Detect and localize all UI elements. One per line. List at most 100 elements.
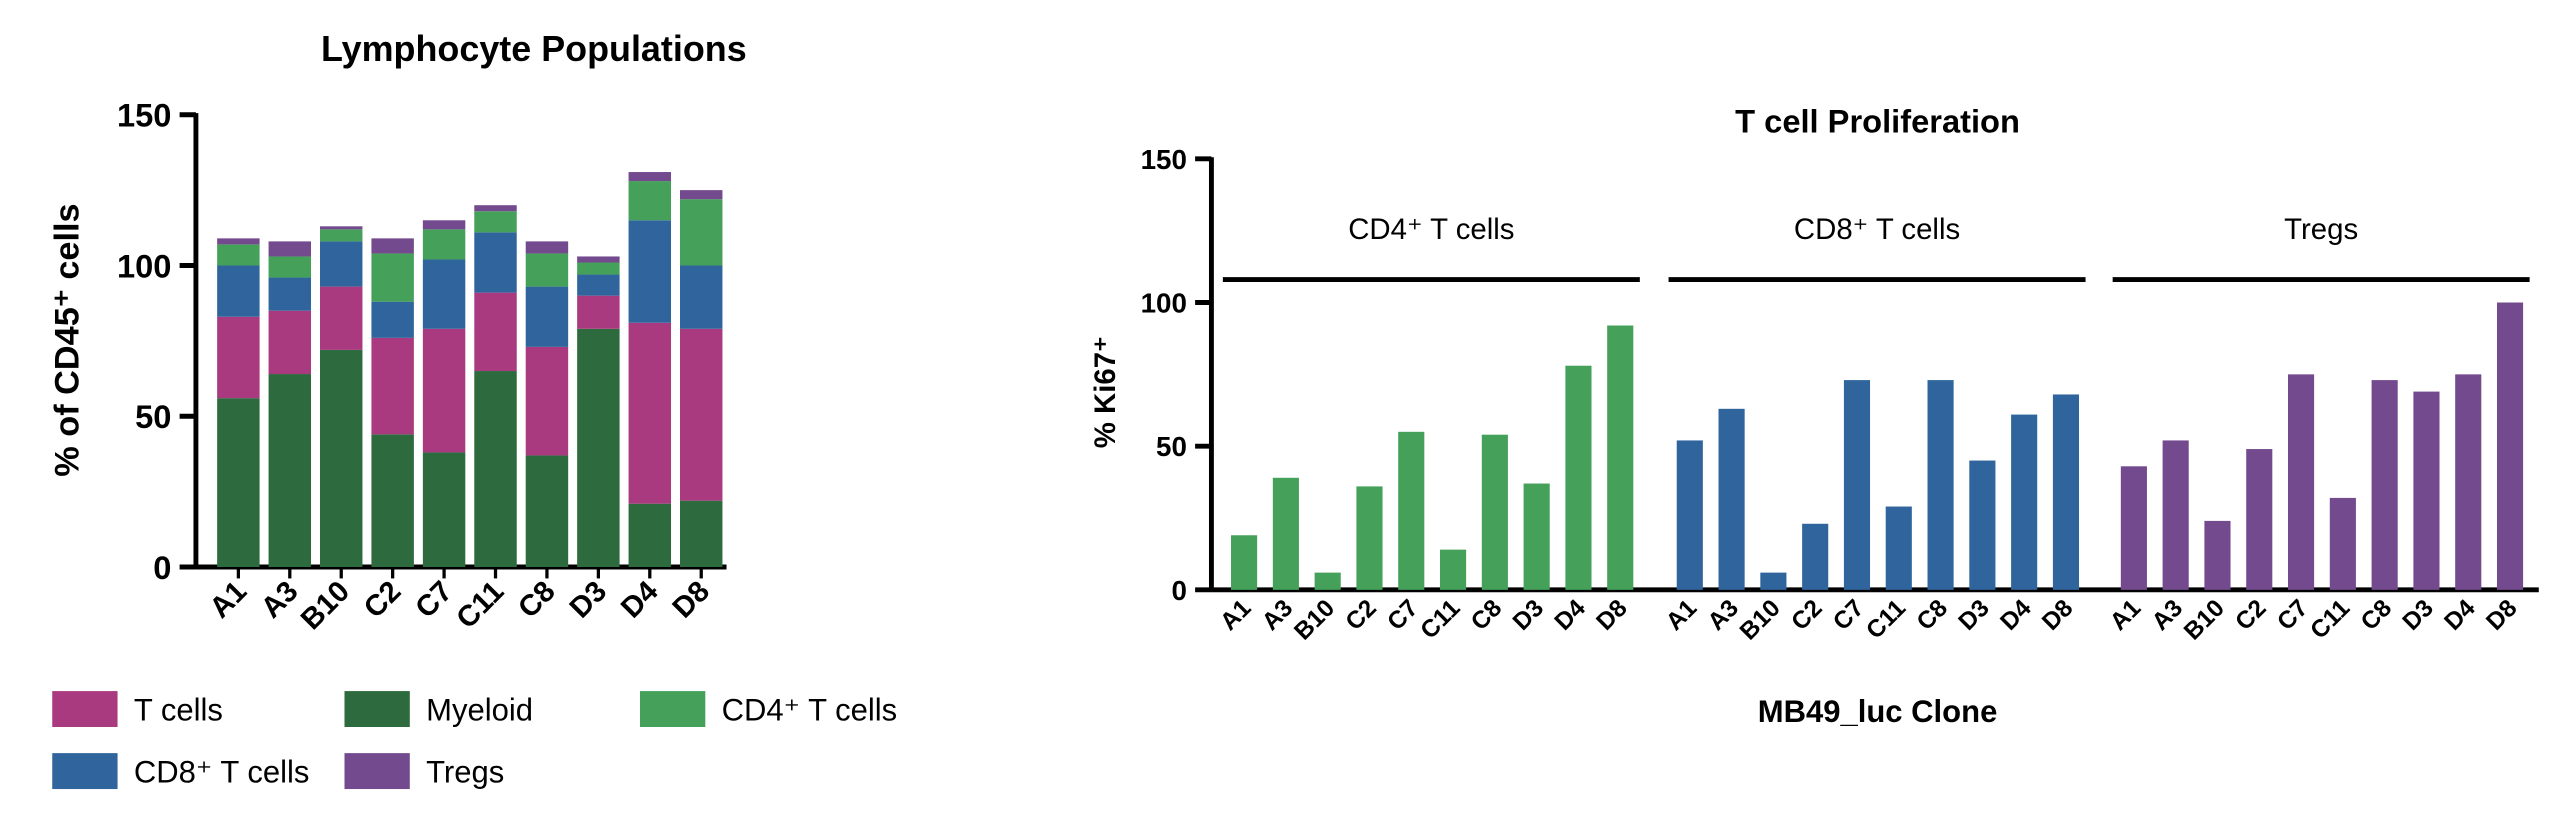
- legend-swatch-cd4-t-cells: [640, 691, 706, 727]
- bar-d8-tregs: [680, 190, 723, 200]
- left-y-tick-label: 0: [153, 549, 171, 586]
- bar-d4-t-cells: [628, 322, 672, 504]
- group-label: Tregs: [2284, 213, 2358, 246]
- bar-d8-cd8-t-cells: [680, 265, 723, 329]
- bar-d3-cd8-t-cells: [577, 274, 620, 296]
- bar-c2-t-cells: [371, 337, 414, 435]
- bar-c8-t-cells: [525, 346, 569, 456]
- right-x-tick-label: C8: [1466, 595, 1507, 636]
- right-x-tick-label: A1: [2105, 595, 2146, 636]
- right-x-tick-label: D3: [1954, 595, 1995, 636]
- right-x-tick-label: C2: [2230, 595, 2271, 636]
- left-x-tick-label: C7: [409, 575, 459, 625]
- legend-label-myeloid: Myeloid: [426, 692, 533, 727]
- legend-swatch-t-cells: [52, 691, 118, 727]
- bar-tregs-d4: [2455, 374, 2482, 590]
- bar-cd8-t-cells-c7: [1843, 380, 1871, 590]
- left-x-tick-label: A1: [203, 575, 253, 625]
- bar-c8-myeloid: [525, 455, 569, 567]
- right-x-tick-label: D8: [2037, 595, 2078, 636]
- bar-cd4-t-cells-d3: [1523, 483, 1550, 590]
- bar-a1-tregs: [217, 238, 260, 245]
- left-x-tick-label: D4: [615, 574, 665, 624]
- legend-label-tregs: Tregs: [426, 755, 504, 790]
- bar-c11-tregs: [474, 205, 517, 212]
- legend-label-t-cells: T cells: [134, 692, 223, 727]
- bar-tregs-c8: [2371, 380, 2398, 590]
- left-x-tick-label: D8: [666, 575, 716, 625]
- bar-tregs-d8: [2496, 302, 2524, 590]
- bar-d8-myeloid: [680, 500, 723, 567]
- left-y-axis-label: % of CD45⁺ cells: [48, 203, 86, 476]
- right-x-tick-label: C7: [1828, 595, 1869, 636]
- bar-c2-myeloid: [371, 434, 414, 567]
- bar-c7-cd4-t-cells: [422, 229, 466, 260]
- bar-b10-myeloid: [320, 349, 363, 567]
- left-x-tick-label: A3: [255, 575, 305, 625]
- bar-cd4-t-cells-c11: [1440, 549, 1467, 590]
- left-y-tick-label: 50: [135, 398, 171, 435]
- bar-c11-t-cells: [474, 292, 517, 372]
- bar-b10-cd4-t-cells: [320, 229, 363, 242]
- t-cell-proliferation-chart: T cell Proliferation % Ki67⁺ MB49_luc Cl…: [1089, 103, 2539, 729]
- bar-a1-myeloid: [217, 398, 260, 567]
- bar-c2-cd8-t-cells: [371, 301, 414, 338]
- right-x-tick-label: D3: [1508, 595, 1549, 636]
- bar-cd4-t-cells-a3: [1272, 477, 1299, 590]
- lymphocyte-populations-chart: Lymphocyte Populations % of CD45⁺ cells …: [48, 28, 746, 636]
- bar-tregs-a3: [2162, 440, 2189, 590]
- bar-a1-cd8-t-cells: [217, 265, 260, 317]
- left-x-tick-label: C8: [512, 575, 562, 625]
- bar-b10-cd8-t-cells: [320, 241, 363, 287]
- bar-c7-cd8-t-cells: [422, 259, 466, 329]
- bar-cd4-t-cells-c2: [1356, 486, 1383, 590]
- bar-cd4-t-cells-d4: [1565, 365, 1592, 590]
- left-chart-title: Lymphocyte Populations: [321, 28, 747, 69]
- bar-c2-cd4-t-cells: [371, 253, 414, 302]
- right-x-tick-label: D4: [1995, 594, 2036, 635]
- right-x-tick-label: C11: [2305, 595, 2355, 645]
- bar-d4-cd4-t-cells: [628, 181, 672, 221]
- bar-a3-myeloid: [268, 374, 312, 567]
- bar-tregs-a1: [2120, 466, 2147, 590]
- bar-d8-t-cells: [680, 328, 723, 501]
- bar-b10-t-cells: [320, 286, 363, 350]
- bar-cd8-t-cells-c11: [1885, 506, 1912, 590]
- bar-a3-t-cells: [268, 310, 312, 375]
- bar-c7-t-cells: [422, 328, 466, 453]
- right-x-tick-label: D8: [1591, 595, 1632, 636]
- bar-cd4-t-cells-d8: [1607, 325, 1634, 590]
- left-x-tick-label: B10: [295, 575, 356, 636]
- right-x-tick-label: B10: [1289, 595, 1340, 646]
- right-y-axis-label: % Ki67⁺: [1089, 336, 1122, 448]
- right-x-tick-label: A1: [1661, 595, 1702, 636]
- bar-cd8-t-cells-b10: [1760, 572, 1787, 590]
- bar-tregs-c2: [2246, 449, 2273, 590]
- right-chart-title: T cell Proliferation: [1735, 103, 2020, 140]
- bar-cd8-t-cells-d8: [2052, 394, 2080, 590]
- bar-c8-cd4-t-cells: [525, 253, 569, 287]
- bar-c7-tregs: [422, 220, 466, 230]
- bar-cd4-t-cells-b10: [1314, 572, 1341, 590]
- bar-b10-tregs: [320, 226, 363, 230]
- bar-tregs-c11: [2329, 497, 2356, 590]
- bar-a1-cd4-t-cells: [217, 244, 260, 266]
- right-y-tick-label: 150: [1141, 144, 1187, 175]
- left-y-tick-label: 100: [117, 247, 171, 284]
- bar-c11-myeloid: [474, 371, 517, 567]
- bar-cd4-t-cells-c7: [1398, 431, 1425, 590]
- legend-swatch-tregs: [344, 753, 410, 790]
- bar-cd8-t-cells-a1: [1676, 440, 1703, 590]
- bar-c8-tregs: [525, 241, 569, 254]
- bar-d4-tregs: [628, 172, 672, 182]
- bar-d4-myeloid: [628, 503, 672, 567]
- legend-swatch-myeloid: [344, 691, 410, 727]
- legend: T cells Myeloid CD4⁺ T cells CD8⁺ T cells Tr…: [52, 691, 897, 790]
- right-x-tick-label: C11: [1861, 595, 1911, 645]
- bar-cd8-t-cells-c8: [1927, 380, 1954, 590]
- left-x-tick-label: D3: [563, 575, 613, 625]
- right-x-tick-label: C2: [1341, 595, 1382, 636]
- group-label: CD8⁺ T cells: [1794, 213, 1960, 246]
- bar-c7-myeloid: [422, 452, 466, 567]
